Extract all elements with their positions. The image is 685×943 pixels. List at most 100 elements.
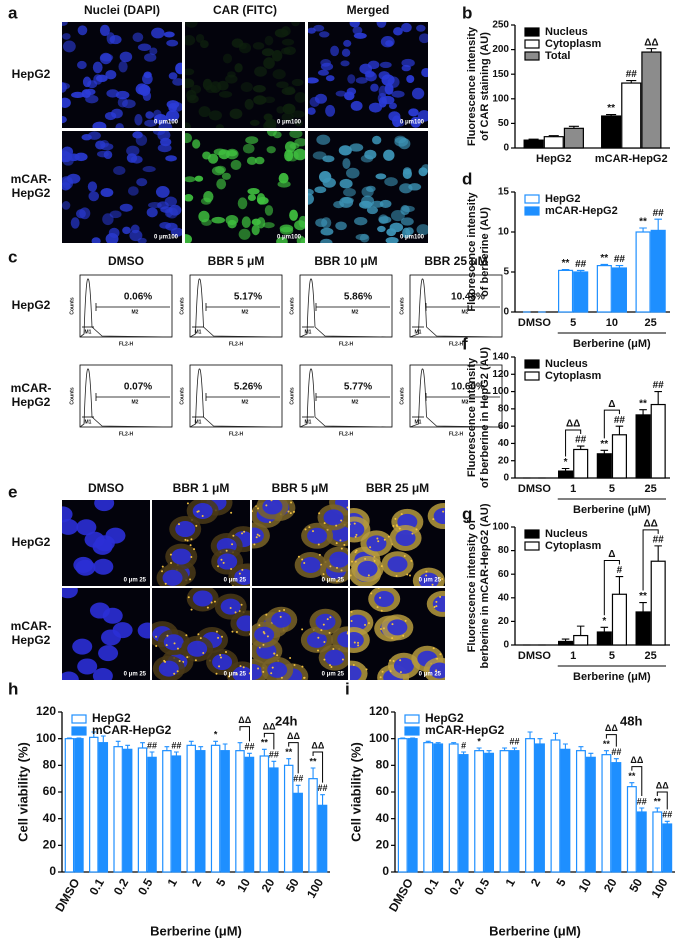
cell (291, 78, 304, 87)
cell (134, 114, 143, 126)
cells (62, 22, 182, 128)
bar (543, 136, 564, 149)
nucleus (192, 590, 213, 607)
row-label: HepG2 (12, 298, 51, 312)
granule (377, 588, 380, 589)
bar (407, 738, 418, 873)
scale-label: 0 μm 25 (419, 672, 442, 678)
legend-label: Cytoplasm (545, 370, 601, 382)
granule (239, 665, 242, 668)
cell (62, 40, 76, 53)
cell (109, 35, 122, 45)
row-label: mCAR- (11, 619, 52, 633)
granule (399, 671, 402, 674)
cell (383, 149, 395, 161)
granule (435, 600, 438, 603)
significance-mark: ## (614, 415, 626, 426)
y-axis-label: berberine in mCAR-HepG2 (AU) (479, 503, 491, 668)
cell (347, 74, 356, 84)
cell (277, 180, 291, 188)
axis-label: Counts (179, 297, 185, 314)
gate-label: M2 (352, 399, 359, 405)
granule (270, 672, 273, 675)
gate-percentage: 10.60% (451, 382, 485, 393)
granule (394, 517, 397, 520)
granule (240, 603, 243, 606)
significance-mark: * (477, 736, 481, 746)
cell (205, 84, 217, 94)
bracket (263, 732, 275, 750)
granule (346, 506, 348, 509)
nucleus (329, 551, 348, 568)
gate-label: M1 (195, 329, 202, 335)
granule (189, 544, 192, 547)
x-tick-label: 10 (606, 317, 618, 329)
cell (88, 191, 100, 202)
granule (376, 606, 379, 609)
significance-mark: ## (662, 810, 672, 820)
histogram-trace (189, 278, 283, 338)
gate-percentage: 5.26% (234, 382, 262, 393)
granule (350, 574, 352, 577)
nucleus (350, 614, 368, 631)
histogram-frame (299, 364, 393, 428)
nucleus (374, 590, 395, 607)
cell (263, 120, 277, 128)
significance-mark: ## (575, 259, 587, 270)
granule (199, 637, 202, 640)
granule (398, 527, 401, 530)
granule (217, 565, 220, 568)
significance-mark: ** (639, 217, 647, 228)
error-bar (562, 743, 568, 750)
bar (596, 631, 612, 646)
cell (200, 197, 212, 205)
legend-swatch (404, 714, 420, 724)
cell (272, 69, 286, 80)
x-tick-label: 1 (570, 483, 576, 495)
gate-label: M2 (462, 309, 469, 315)
granule (402, 634, 405, 637)
granule (280, 676, 283, 679)
cell (400, 217, 414, 226)
bar (641, 51, 662, 149)
gate-label: M1 (305, 419, 312, 425)
y-tick-label: 20 (376, 838, 390, 852)
y-tick-label: 15 (498, 187, 510, 198)
nucleus (192, 503, 213, 520)
nucleus (162, 569, 183, 586)
cell (253, 95, 267, 105)
granule (376, 537, 379, 540)
cell (365, 185, 376, 192)
nucleus (75, 559, 96, 576)
x-tick-label: 2 (189, 876, 205, 889)
nucleus (387, 556, 408, 573)
significance-mark: ** (261, 738, 269, 748)
cell (62, 115, 67, 124)
granule (395, 575, 398, 578)
granule (258, 624, 261, 627)
granule (271, 666, 274, 669)
cells (152, 588, 250, 680)
bar (534, 743, 545, 873)
error-bar (578, 746, 584, 751)
cell (340, 60, 350, 67)
granule (213, 600, 216, 603)
cell (289, 142, 300, 150)
nucleus (62, 518, 79, 535)
bar (484, 752, 495, 873)
cell (317, 69, 329, 76)
granule (220, 558, 223, 561)
x-tick-label: mCAR-HepG2 (595, 153, 668, 165)
cell (320, 227, 334, 236)
y-tick-label: 120 (36, 704, 56, 718)
bar (259, 755, 270, 873)
cell (343, 39, 352, 47)
error-bar (247, 752, 252, 758)
gate-label: M2 (462, 399, 469, 405)
cell (308, 193, 314, 205)
micrograph (62, 131, 182, 243)
granule (279, 615, 282, 618)
x-tick-label: 20 (259, 876, 278, 895)
granule (266, 635, 269, 638)
